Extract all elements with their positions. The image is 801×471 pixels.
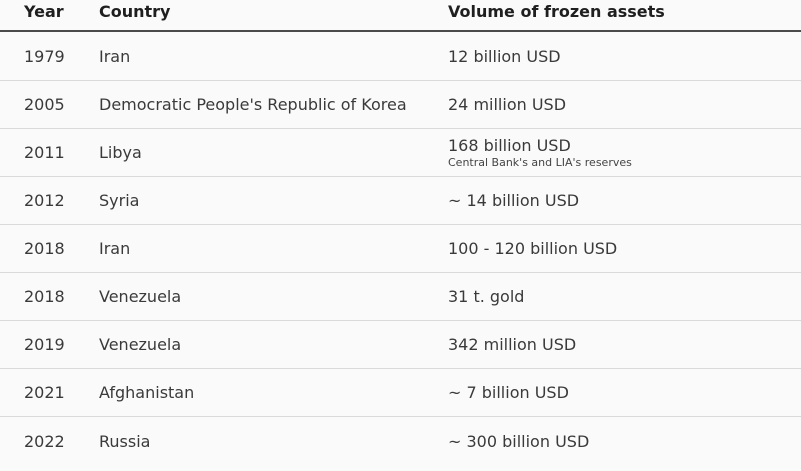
cell-country: Iran (99, 239, 131, 258)
volume-value: 342 million USD (448, 335, 577, 354)
volume-value: ~ 300 billion USD (448, 432, 590, 451)
table-row: 2021 Afghanistan ~ 7 billion USD (0, 369, 801, 417)
cell-country: Venezuela (99, 287, 182, 306)
cell-volume: 12 billion USD (448, 33, 561, 80)
cell-volume: 342 million USD (448, 321, 576, 368)
volume-note: Central Bank's and LIA's reserves (448, 156, 632, 169)
volume-value: ~ 7 billion USD (448, 383, 569, 402)
table-row: 2012 Syria ~ 14 billion USD (0, 177, 801, 225)
cell-country: Venezuela (99, 335, 182, 354)
table-row: 2022 Russia ~ 300 billion USD (0, 418, 801, 466)
cell-volume: 100 - 120 billion USD (448, 225, 617, 272)
cell-volume: ~ 14 billion USD (448, 177, 579, 224)
header-year: Year (24, 2, 64, 21)
header-volume: Volume of frozen assets (448, 2, 665, 21)
volume-value: 168 billion USD (448, 136, 571, 155)
table-row: 1979 Iran 12 billion USD (0, 33, 801, 81)
cell-year: 2018 (24, 239, 65, 258)
cell-country: Syria (99, 191, 140, 210)
volume-value: 31 t. gold (448, 287, 525, 306)
table-row: 2011 Libya 168 billion USD Central Bank'… (0, 129, 801, 177)
volume-value: 12 billion USD (448, 47, 561, 66)
cell-country: Libya (99, 143, 142, 162)
table-row: 2005 Democratic People's Republic of Kor… (0, 81, 801, 129)
cell-volume: ~ 7 billion USD (448, 369, 569, 416)
cell-volume: 24 million USD (448, 81, 566, 128)
table-header: Year Country Volume of frozen assets (0, 0, 801, 32)
volume-value: 24 million USD (448, 95, 567, 114)
cell-year: 2019 (24, 335, 65, 354)
cell-year: 2018 (24, 287, 65, 306)
table-row: 2018 Venezuela 31 t. gold (0, 273, 801, 321)
volume-value: ~ 14 billion USD (448, 191, 580, 210)
cell-year: 2005 (24, 95, 65, 114)
table-row: 2019 Venezuela 342 million USD (0, 321, 801, 369)
cell-year: 2012 (24, 191, 65, 210)
cell-volume: ~ 300 billion USD (448, 418, 589, 465)
cell-year: 1979 (24, 47, 65, 66)
cell-country: Afghanistan (99, 383, 195, 402)
cell-year: 2022 (24, 432, 65, 451)
cell-country: Iran (99, 47, 131, 66)
cell-country: Russia (99, 432, 151, 451)
cell-volume: 31 t. gold (448, 273, 524, 320)
cell-year: 2011 (24, 143, 65, 162)
cell-volume: 168 billion USD Central Bank's and LIA's… (448, 129, 632, 176)
cell-country: Democratic People's Republic of Korea (99, 95, 407, 114)
header-country: Country (99, 2, 171, 21)
cell-year: 2021 (24, 383, 65, 402)
table-row: 2018 Iran 100 - 120 billion USD (0, 225, 801, 273)
volume-value: 100 - 120 billion USD (448, 239, 618, 258)
